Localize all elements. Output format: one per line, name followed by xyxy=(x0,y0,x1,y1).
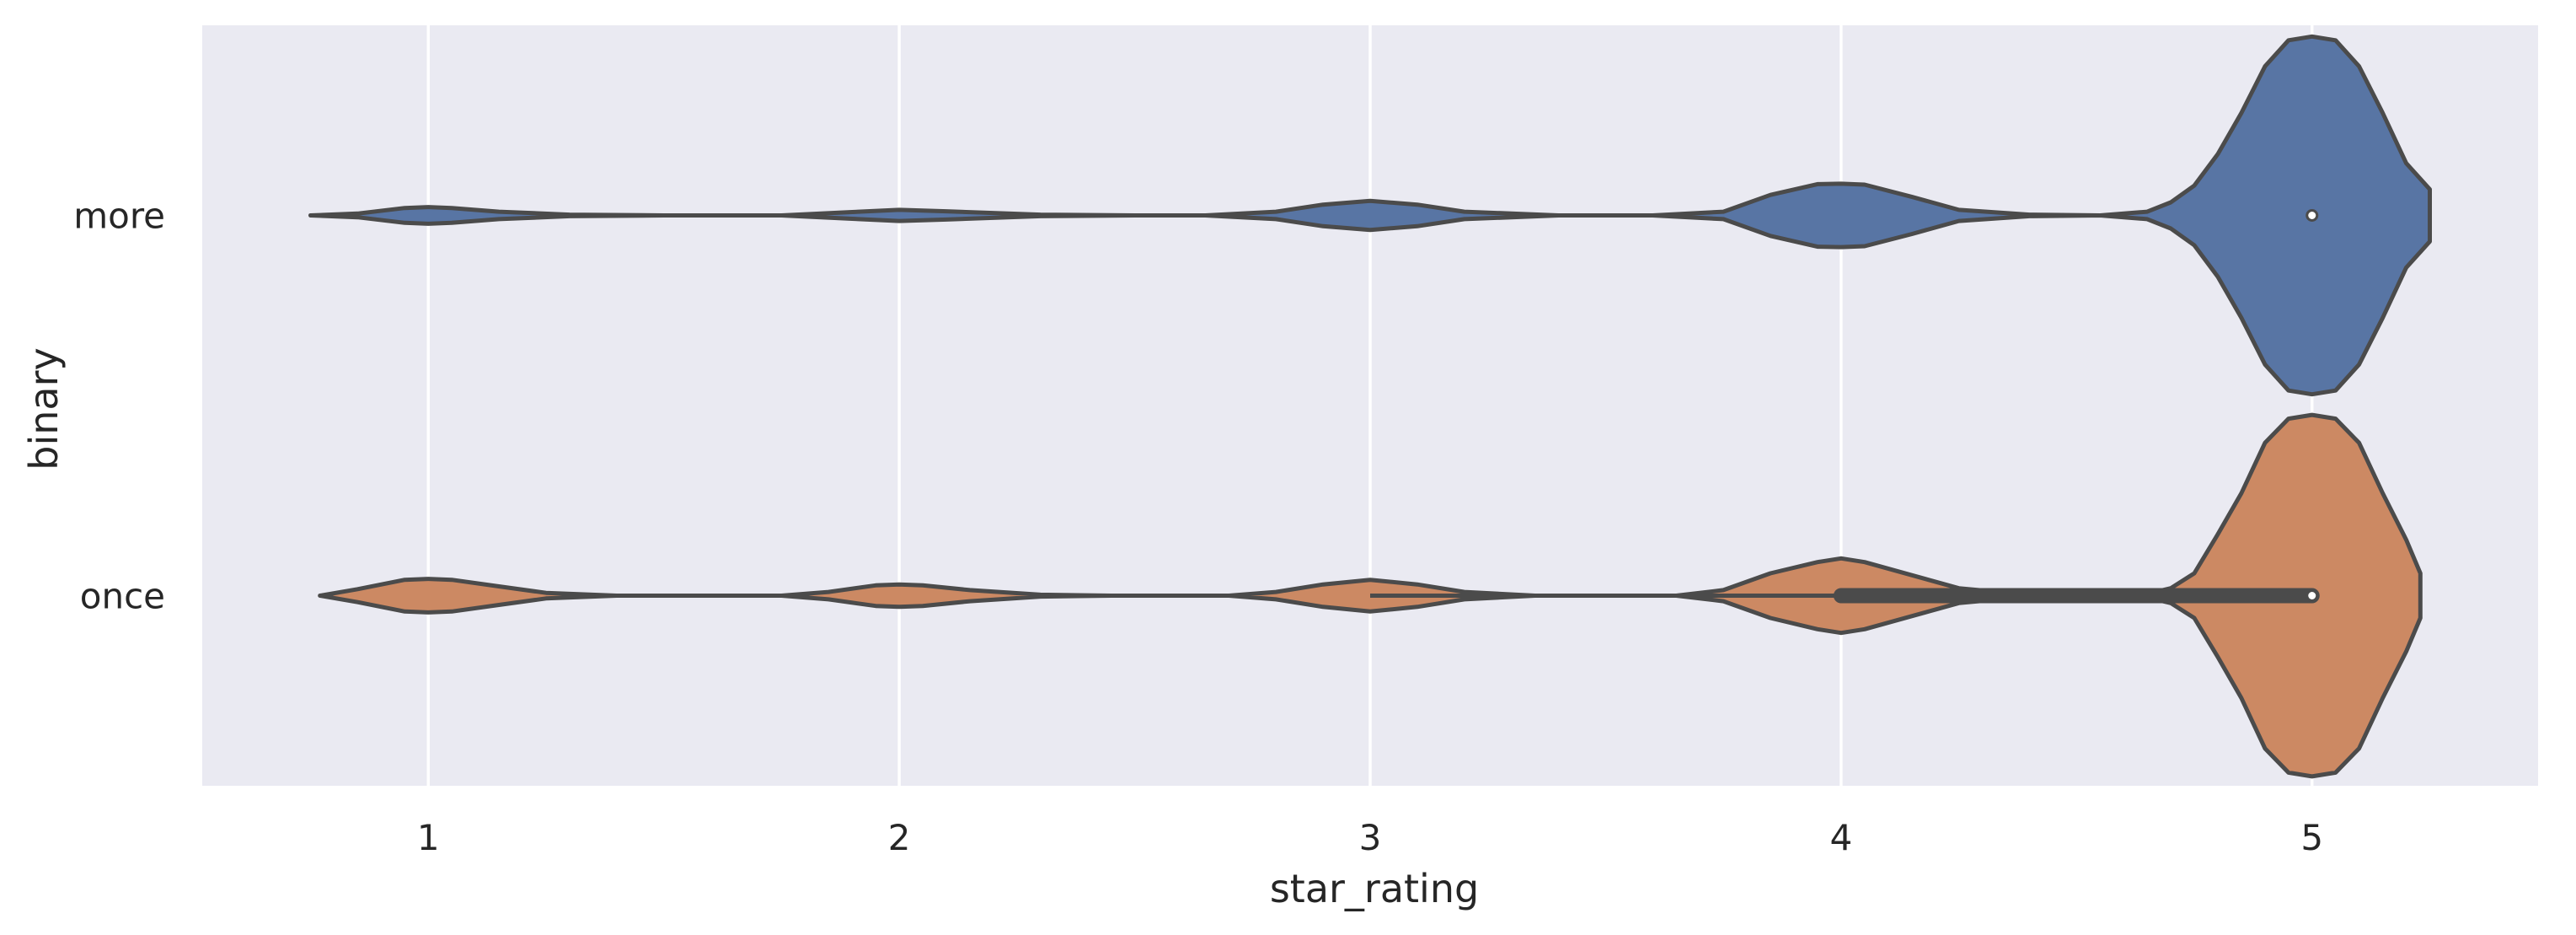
y-tick-label: more xyxy=(73,196,165,237)
violins xyxy=(308,34,2432,779)
y-tick-labels: more once xyxy=(73,196,165,617)
median-point-more xyxy=(2306,209,2319,222)
median-point-once xyxy=(2306,589,2319,602)
y-axis-label: binary xyxy=(21,347,67,470)
x-tick-label: 5 xyxy=(2300,817,2323,858)
violin-more xyxy=(308,34,2432,397)
grid-lines xyxy=(426,25,2314,786)
x-axis-label: star_rating xyxy=(1270,866,1479,911)
x-tick-labels: 1 2 3 4 5 xyxy=(417,817,2323,858)
x-tick-label: 4 xyxy=(1830,817,1853,858)
x-tick-label: 1 xyxy=(417,817,440,858)
x-tick-label: 2 xyxy=(888,817,911,858)
x-tick-label: 3 xyxy=(1359,817,1382,858)
y-tick-label: once xyxy=(80,576,165,617)
